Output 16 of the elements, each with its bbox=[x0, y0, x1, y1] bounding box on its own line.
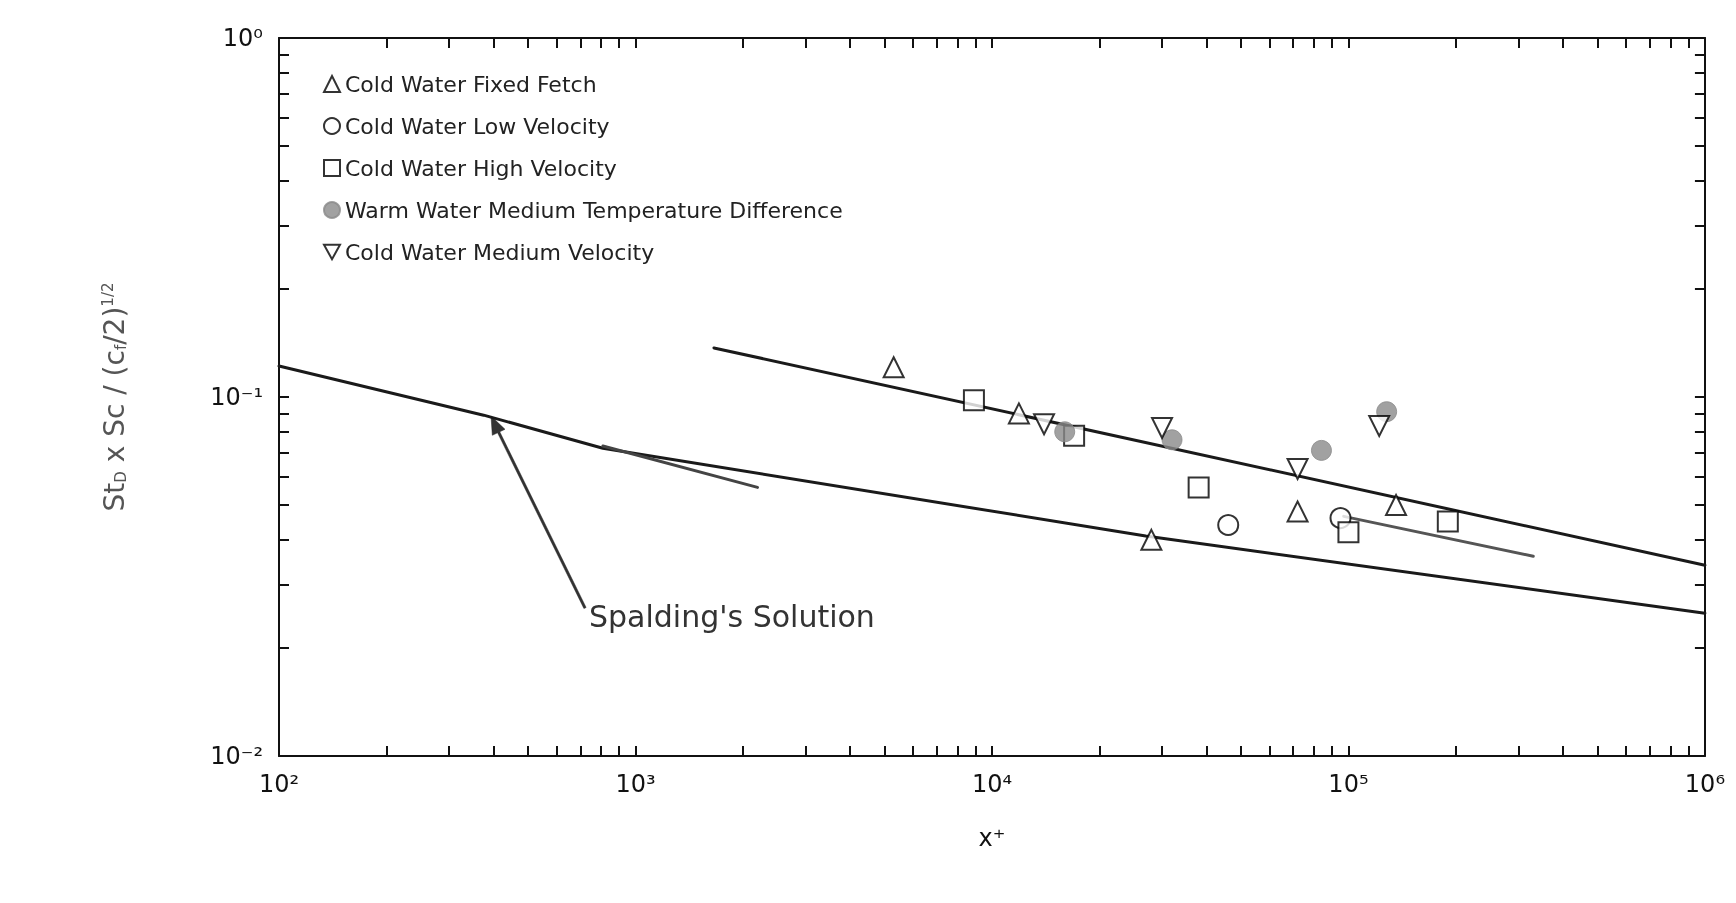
y-axis-title: StD x Sc / (cf/2)1/2 bbox=[98, 282, 131, 512]
y-tick-label: 10⁰ bbox=[222, 24, 263, 52]
legend-label: Cold Water High Velocity bbox=[345, 155, 617, 181]
annotation: Spalding's Solution bbox=[589, 598, 875, 634]
y-tick-label: 10⁻² bbox=[210, 742, 263, 770]
legend-label: Cold Water Low Velocity bbox=[345, 113, 610, 139]
x-tick-label: 10⁶ bbox=[1684, 770, 1726, 798]
legend-label: Cold Water Medium Velocity bbox=[345, 239, 655, 265]
legend-label: Cold Water Fixed Fetch bbox=[345, 71, 597, 97]
x-tick-label: 10³ bbox=[615, 770, 656, 798]
x-tick-label: 10² bbox=[258, 770, 300, 798]
y-tick-label: 10⁻¹ bbox=[210, 383, 263, 411]
x-axis-title: x⁺ bbox=[978, 824, 1006, 852]
x-tick-label: 10⁴ bbox=[971, 770, 1013, 798]
legend-label: Warm Water Medium Temperature Difference bbox=[345, 197, 843, 223]
x-tick-label: 10⁵ bbox=[1328, 770, 1369, 798]
